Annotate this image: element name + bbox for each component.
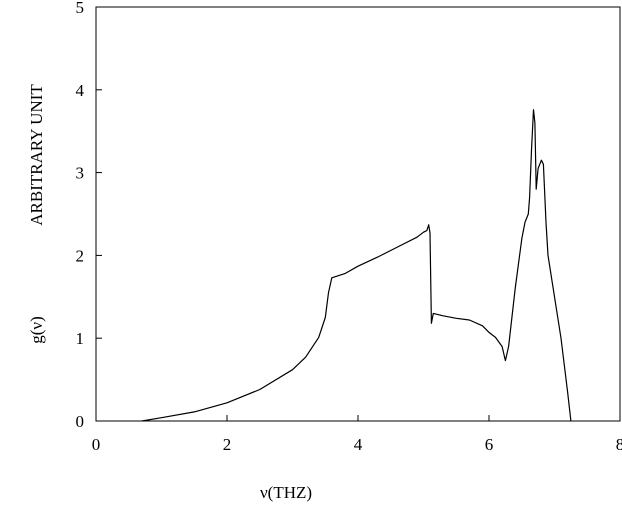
y-axis: 0 1 2 3 4 5 [76,0,102,431]
y-tick-label: 3 [76,164,85,183]
x-tick-label: 0 [92,435,101,454]
x-tick-label: 6 [485,435,494,454]
series-line [141,109,572,422]
x-axis-title: ν(THZ) [260,483,312,502]
x-tick-label: 2 [223,435,232,454]
y-axis-symbol: g(ν) [27,316,46,344]
y-tick-label: 1 [76,329,85,348]
x-tick-label: 4 [354,435,363,454]
x-tick-label: 8 [616,435,622,454]
plot-frame [95,6,621,422]
y-axis-title: ARBITRARY UNIT [27,84,46,226]
x-axis: 0 2 4 6 8 [92,415,622,454]
y-tick-label: 4 [76,81,85,100]
y-tick-label: 2 [76,246,85,265]
y-tick-label: 0 [76,412,85,431]
y-tick-label: 5 [76,0,85,17]
